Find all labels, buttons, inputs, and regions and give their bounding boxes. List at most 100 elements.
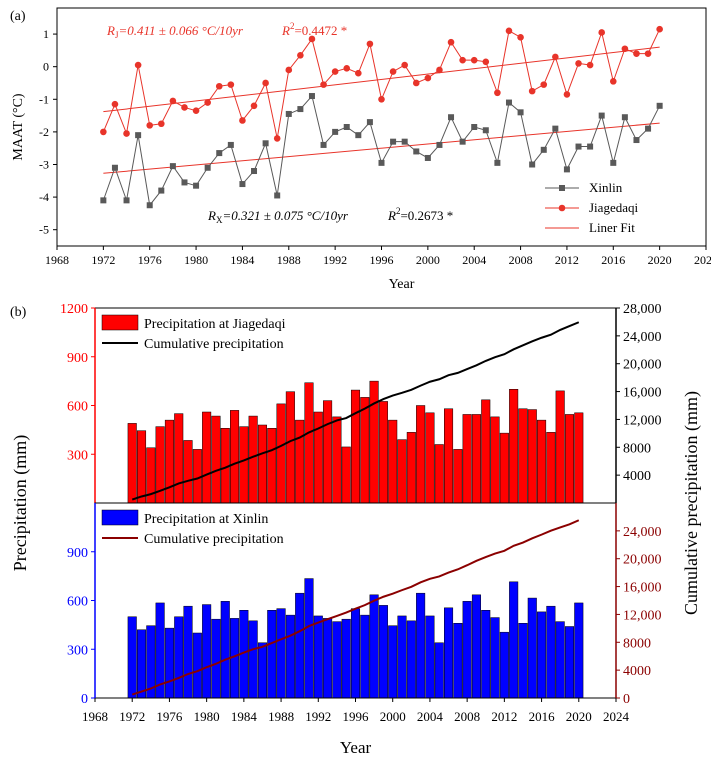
bar-jiagedaqi — [564, 414, 575, 504]
point-jiagedaqi — [250, 102, 258, 110]
bar-jiagedaqi — [518, 408, 528, 504]
point-jiagedaqi — [517, 34, 524, 41]
bar-xinlin — [332, 621, 342, 699]
annotation-rj-r: R — [106, 23, 115, 38]
bar-jiagedaqi — [546, 432, 556, 504]
x-tick-label-b: 1988 — [268, 709, 294, 724]
point-xinlin — [575, 143, 582, 150]
x-tick-label-a: 1972 — [91, 253, 115, 267]
bar-xinlin — [369, 594, 379, 699]
bar-xinlin — [192, 632, 202, 699]
point-xinlin — [262, 140, 269, 147]
bar-jiagedaqi — [574, 412, 584, 504]
y2-tick-label-jiagedaqi: 8000 — [623, 441, 651, 456]
bar-jiagedaqi — [136, 430, 147, 504]
bar-jiagedaqi — [230, 410, 240, 504]
point-xinlin — [401, 138, 408, 145]
bar-xinlin — [202, 604, 212, 699]
bar-xinlin — [388, 625, 398, 699]
x-tick-label-a: 2012 — [555, 253, 579, 267]
point-xinlin — [505, 99, 512, 106]
x-tick-label-a: 1996 — [370, 253, 394, 267]
point-jiagedaqi — [621, 45, 629, 53]
point-jiagedaqi — [575, 60, 582, 67]
y2-tick-label-jiagedaqi: 20,000 — [623, 358, 662, 373]
point-xinlin — [633, 137, 640, 144]
annotation-rx: RX=0.321 ± 0.075 °C/10yr — [207, 208, 349, 225]
point-jiagedaqi — [494, 89, 501, 97]
bar-xinlin — [257, 642, 267, 699]
point-jiagedaqi — [123, 130, 130, 137]
y2-tick-label-xinlin: 4000 — [623, 664, 651, 679]
bar-jiagedaqi — [183, 440, 193, 504]
y-tick-label-xinlin: 300 — [67, 643, 88, 658]
bar-jiagedaqi — [490, 416, 500, 504]
x-tick-label-b: 2020 — [566, 709, 592, 724]
bar-jiagedaqi — [555, 390, 565, 504]
bar-jiagedaqi — [332, 416, 342, 504]
point-jiagedaqi — [482, 58, 490, 66]
x-tick-label-a: 1968 — [45, 253, 69, 267]
point-xinlin — [436, 141, 443, 148]
bar-xinlin — [397, 615, 407, 699]
legend-swatch-jiagedaqi — [101, 314, 139, 331]
bar-xinlin — [164, 627, 174, 699]
legend-label-xinlin: Precipitation at Xinlin — [144, 512, 268, 527]
x-tick-label-a: 1984 — [230, 253, 254, 267]
bar-jiagedaqi — [248, 415, 258, 504]
bar-xinlin — [425, 615, 435, 699]
legend-label-jiagedaqi: Jiagedaqi — [589, 200, 638, 215]
bar-jiagedaqi — [341, 446, 351, 504]
y-tick-label-a: -3 — [39, 157, 49, 171]
y2-tick-label-jiagedaqi: 12,000 — [623, 413, 662, 428]
bar-jiagedaqi — [406, 432, 416, 504]
annotation-rx-r2-body: =0.2673 * — [400, 208, 453, 223]
fit-line-1 — [103, 122, 660, 174]
point-xinlin — [239, 181, 246, 188]
x-tick-label-b: 2016 — [529, 709, 556, 724]
x-tick-label-b: 2000 — [380, 709, 406, 724]
x-tick-label-a: 1992 — [323, 253, 347, 267]
x-tick-label-b: 2008 — [454, 709, 480, 724]
bar-xinlin — [313, 615, 323, 699]
bar-jiagedaqi — [434, 444, 444, 504]
bar-xinlin — [276, 608, 286, 699]
x-tick-label-a: 2000 — [416, 253, 440, 267]
x-axis-title-b: Year — [340, 738, 372, 757]
x-tick-label-a: 1976 — [138, 253, 162, 267]
x-tick-label-b: 2024 — [603, 709, 630, 724]
annotation-rj: RJ=0.411 ± 0.066 °C/10yr — [106, 23, 244, 40]
point-xinlin — [308, 93, 315, 100]
bar-xinlin — [444, 607, 454, 699]
bar-jiagedaqi — [527, 409, 537, 504]
bar-jiagedaqi — [267, 428, 277, 504]
point-xinlin — [332, 128, 339, 135]
x-tick-label-a: 2024 — [694, 253, 711, 267]
point-jiagedaqi — [169, 97, 177, 105]
point-xinlin — [529, 161, 536, 168]
bar-xinlin — [350, 608, 361, 699]
point-jiagedaqi — [401, 61, 408, 69]
point-xinlin — [645, 125, 652, 132]
point-xinlin — [100, 197, 107, 204]
point-jiagedaqi — [331, 68, 339, 75]
y-tick-label-a: -2 — [39, 125, 49, 139]
bar-xinlin — [323, 618, 333, 699]
y-tick-label-a: 1 — [43, 27, 49, 41]
point-jiagedaqi — [297, 51, 304, 59]
point-xinlin — [285, 110, 292, 117]
point-xinlin — [390, 138, 397, 145]
point-jiagedaqi — [633, 50, 640, 57]
point-jiagedaqi — [100, 128, 107, 136]
point-jiagedaqi — [598, 29, 605, 36]
x-tick-label-a: 2008 — [509, 253, 533, 267]
point-xinlin — [448, 114, 455, 121]
x-tick-label-b: 1992 — [305, 709, 331, 724]
y-tick-label-jiagedaqi: 900 — [67, 351, 88, 366]
point-xinlin — [158, 187, 165, 194]
bar-jiagedaqi — [397, 439, 407, 504]
y-tick-label-a: -5 — [39, 223, 49, 237]
point-xinlin — [193, 182, 200, 189]
x-tick-label-b: 1980 — [194, 709, 220, 724]
point-jiagedaqi — [447, 38, 455, 46]
